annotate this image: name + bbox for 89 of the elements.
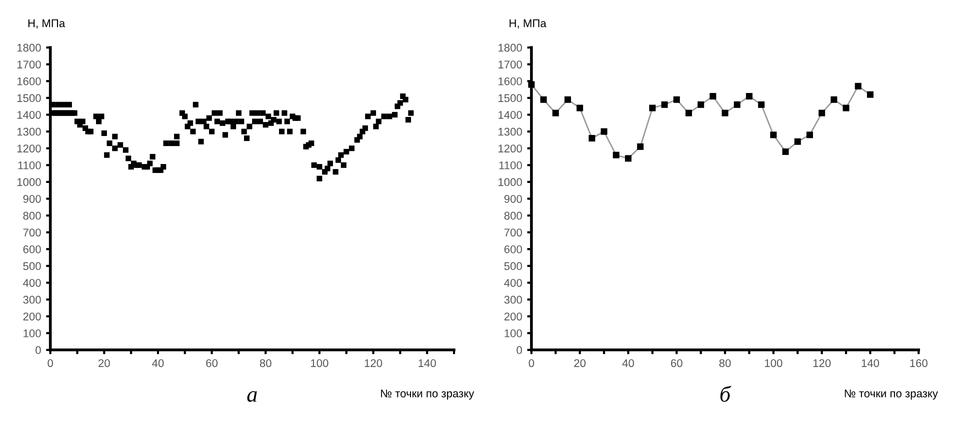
y-tick-label: 700 [23, 228, 41, 236]
x-tick-label: 20 [98, 359, 110, 368]
y-tick-label: 1300 [498, 128, 522, 136]
y-tick-label: 500 [23, 262, 41, 270]
point [552, 110, 559, 116]
point [564, 96, 571, 103]
y-tick-label: 700 [504, 228, 522, 236]
x-tick-label: 120 [813, 359, 831, 368]
y-tick-label: 100 [24, 329, 41, 338]
point [770, 132, 777, 138]
point [588, 134, 596, 142]
point [866, 91, 874, 98]
x-tick-label: 120 [364, 359, 382, 368]
point [758, 101, 765, 108]
point [806, 132, 813, 138]
y-tick-label: 1200 [498, 144, 522, 152]
point [624, 155, 632, 162]
point [710, 92, 716, 100]
y-tick-label: 1500 [498, 94, 522, 102]
y-tick-label: 800 [504, 212, 522, 220]
x-tick-label: 20 [574, 359, 586, 368]
y-tick-label: 1800 [17, 44, 41, 52]
y-tick-label: 600 [504, 245, 522, 254]
point [782, 148, 789, 155]
x-tick-label: 160 [910, 359, 928, 368]
point [673, 96, 680, 103]
y-axis-title: H, МПа [510, 19, 546, 28]
point [576, 104, 584, 112]
x-tick-label: 100 [311, 359, 328, 368]
point [661, 101, 668, 108]
y-tick-label: 800 [23, 212, 41, 220]
x-tick-label: 80 [260, 359, 272, 368]
point [830, 96, 838, 103]
y-tick-label: 600 [23, 245, 41, 254]
y-tick-label: 0 [516, 346, 522, 354]
point [854, 82, 862, 90]
x-tick-label: 100 [765, 359, 782, 368]
y-tick-label: 200 [23, 312, 41, 320]
x-tick-label: 80 [719, 359, 731, 368]
x-tick-label: 60 [206, 359, 218, 368]
x-tick-label: 40 [622, 359, 634, 368]
y-tick-label: 900 [504, 194, 522, 203]
y-tick-label: 1600 [498, 77, 522, 86]
point [746, 92, 752, 100]
x-tick-label: 140 [418, 359, 436, 368]
point [818, 110, 826, 116]
y-tick-label: 400 [23, 278, 41, 287]
point [722, 110, 728, 116]
y-tick-label: 1300 [17, 128, 41, 136]
point [637, 143, 644, 150]
y-tick-label: 1100 [499, 161, 522, 170]
y-tick-label: 1700 [17, 60, 41, 68]
y-tick-label: 300 [23, 296, 41, 304]
x-tick-label: 140 [862, 359, 880, 368]
y-tick-label: 900 [23, 194, 41, 203]
y-tick-label: 1000 [17, 178, 41, 186]
y-tick-label: 1400 [17, 110, 41, 119]
y-tick-label: 1200 [17, 144, 41, 152]
point [612, 152, 620, 158]
point [842, 104, 850, 112]
text: а [247, 391, 257, 402]
y-tick-label: 500 [504, 262, 522, 270]
y-tick-label: 1000 [498, 178, 522, 186]
y-tick-label: 400 [504, 278, 522, 287]
y-tick-label: 1600 [17, 77, 41, 86]
point [600, 128, 608, 135]
y-tick-label: 1100 [18, 161, 41, 170]
x-tick-label: 0 [48, 359, 53, 368]
y-tick-label: 1500 [17, 94, 41, 102]
point [698, 101, 704, 108]
point [685, 110, 692, 116]
y-tick-label: 1700 [498, 60, 522, 68]
y-tick-label: 300 [504, 296, 522, 304]
y-tick-label: 1800 [498, 44, 522, 52]
x-axis-title: № точки по зразку [844, 390, 938, 400]
point [649, 104, 656, 112]
x-axis-title: № точки по зразку [381, 390, 474, 400]
text: б [720, 386, 732, 402]
point [734, 101, 740, 108]
y-axis-title: H, МПа [28, 19, 66, 28]
point [540, 96, 547, 103]
point [794, 138, 801, 145]
x-tick-label: 0 [528, 359, 534, 368]
y-tick-label: 1400 [498, 110, 522, 119]
y-tick-label: 0 [36, 346, 41, 354]
y-tick-label: 200 [504, 312, 522, 320]
x-tick-label: 60 [671, 359, 682, 368]
x-tick-label: 40 [152, 359, 164, 368]
y-tick-label: 100 [504, 329, 522, 338]
